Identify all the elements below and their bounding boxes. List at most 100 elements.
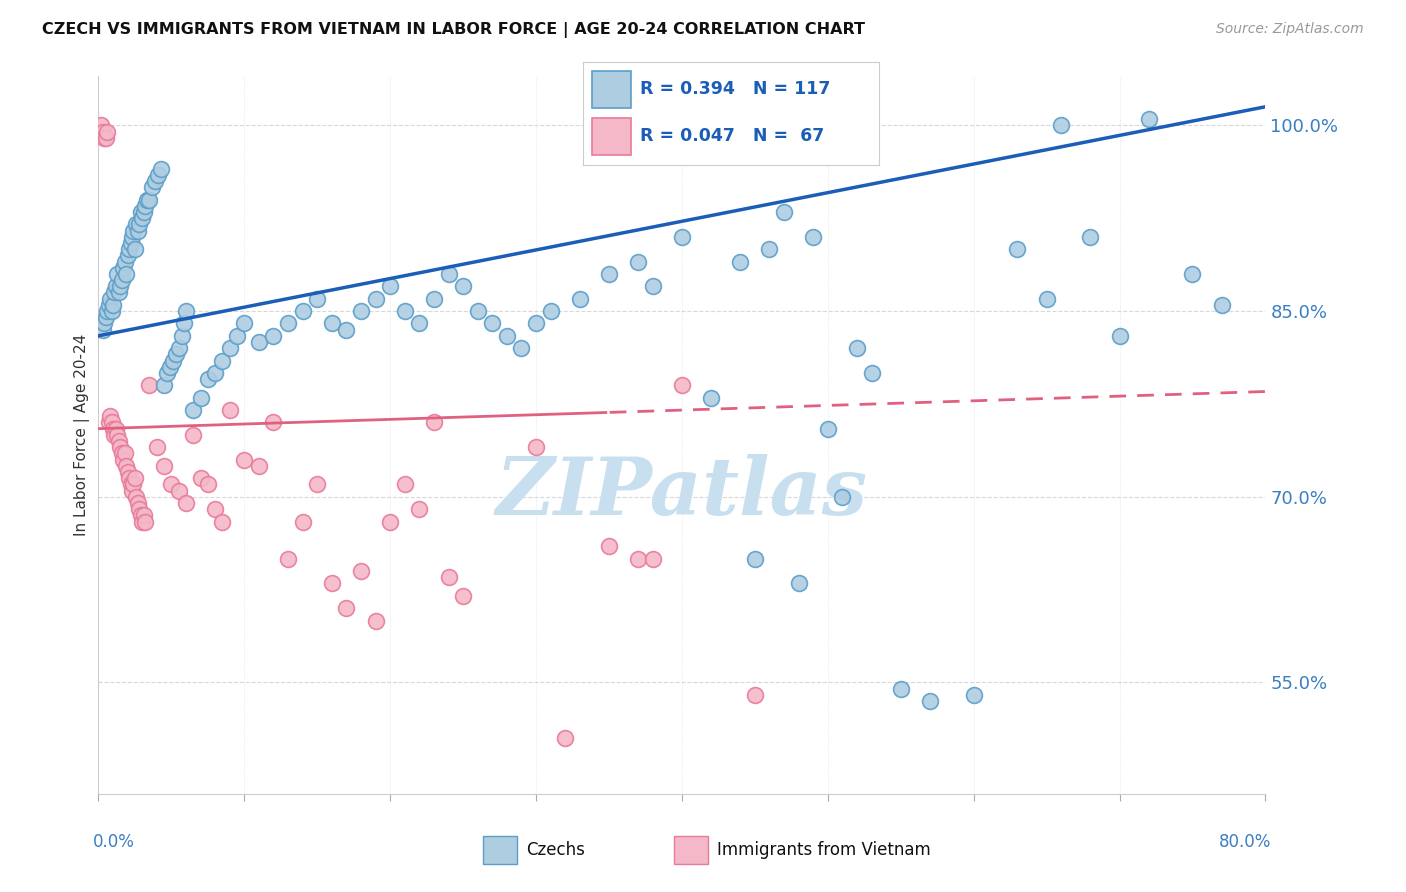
Point xyxy=(162,353,184,368)
Point xyxy=(90,119,112,133)
Point xyxy=(105,428,128,442)
Point xyxy=(247,334,270,349)
Point xyxy=(744,688,766,702)
Point xyxy=(307,477,329,491)
Point xyxy=(108,285,131,300)
Point xyxy=(307,292,329,306)
Point xyxy=(744,551,766,566)
Point xyxy=(120,235,142,250)
Point xyxy=(211,515,233,529)
Text: Immigrants from Vietnam: Immigrants from Vietnam xyxy=(717,840,931,859)
Point xyxy=(118,242,141,256)
Point xyxy=(408,502,430,516)
Point xyxy=(103,285,125,300)
Point xyxy=(1035,292,1057,306)
Point xyxy=(218,403,240,417)
Point xyxy=(100,304,122,318)
Point xyxy=(263,416,285,430)
Point xyxy=(121,483,143,498)
Point xyxy=(197,372,219,386)
Point xyxy=(91,323,114,337)
Bar xyxy=(675,836,707,863)
Point xyxy=(730,254,752,268)
Point xyxy=(153,458,176,473)
Point xyxy=(787,576,810,591)
Point xyxy=(112,452,135,467)
Point xyxy=(1108,328,1130,343)
Point xyxy=(394,304,416,318)
Point xyxy=(94,310,117,325)
Point xyxy=(226,328,249,343)
Point xyxy=(128,502,150,516)
Text: Source: ZipAtlas.com: Source: ZipAtlas.com xyxy=(1216,22,1364,37)
Point xyxy=(364,292,387,306)
Point xyxy=(1080,229,1102,244)
Point xyxy=(131,211,153,226)
Point xyxy=(146,440,169,454)
Point xyxy=(962,688,984,702)
Point xyxy=(97,298,120,312)
Point xyxy=(204,502,226,516)
Point xyxy=(641,551,664,566)
Point xyxy=(165,347,187,361)
Point xyxy=(181,403,204,417)
Point xyxy=(122,223,145,237)
Point xyxy=(467,304,489,318)
Point xyxy=(98,409,121,424)
Text: Czechs: Czechs xyxy=(526,840,585,859)
Point xyxy=(181,428,204,442)
Point xyxy=(758,242,780,256)
Point xyxy=(671,378,693,392)
Point xyxy=(773,205,796,219)
Point xyxy=(890,681,912,696)
Point xyxy=(115,267,138,281)
Point xyxy=(93,317,115,331)
Point xyxy=(437,267,460,281)
Point xyxy=(598,539,620,553)
Point xyxy=(111,446,134,460)
Point xyxy=(148,168,170,182)
Point xyxy=(350,564,373,578)
Point xyxy=(277,317,299,331)
Point xyxy=(918,694,941,708)
Point xyxy=(127,223,149,237)
Point xyxy=(423,416,446,430)
Point xyxy=(350,304,373,318)
Text: R = 0.047   N =  67: R = 0.047 N = 67 xyxy=(640,128,824,145)
Point xyxy=(121,229,143,244)
Point xyxy=(134,515,156,529)
Point xyxy=(568,292,591,306)
Point xyxy=(540,304,562,318)
Point xyxy=(291,515,314,529)
Point xyxy=(671,229,693,244)
Point xyxy=(112,260,135,275)
Point xyxy=(1211,298,1233,312)
Point xyxy=(408,317,430,331)
Point xyxy=(204,366,226,380)
Point xyxy=(159,359,181,374)
Point xyxy=(101,422,124,436)
Point xyxy=(124,242,146,256)
Point xyxy=(247,458,270,473)
Point xyxy=(174,496,197,510)
Point xyxy=(173,317,195,331)
Point xyxy=(104,422,127,436)
Point xyxy=(160,477,183,491)
Point xyxy=(143,174,166,188)
Point xyxy=(91,124,114,138)
Point xyxy=(117,248,139,262)
Point xyxy=(93,130,115,145)
Point xyxy=(1137,112,1160,127)
Point xyxy=(101,298,124,312)
Point xyxy=(105,267,128,281)
Text: 0.0%: 0.0% xyxy=(93,833,135,851)
Point xyxy=(141,180,163,194)
Point xyxy=(233,317,256,331)
Point xyxy=(153,378,176,392)
Y-axis label: In Labor Force | Age 20-24: In Labor Force | Age 20-24 xyxy=(75,334,90,536)
Point xyxy=(627,551,650,566)
Point xyxy=(335,323,357,337)
Point xyxy=(174,304,197,318)
Point xyxy=(128,218,150,232)
Point xyxy=(364,614,387,628)
